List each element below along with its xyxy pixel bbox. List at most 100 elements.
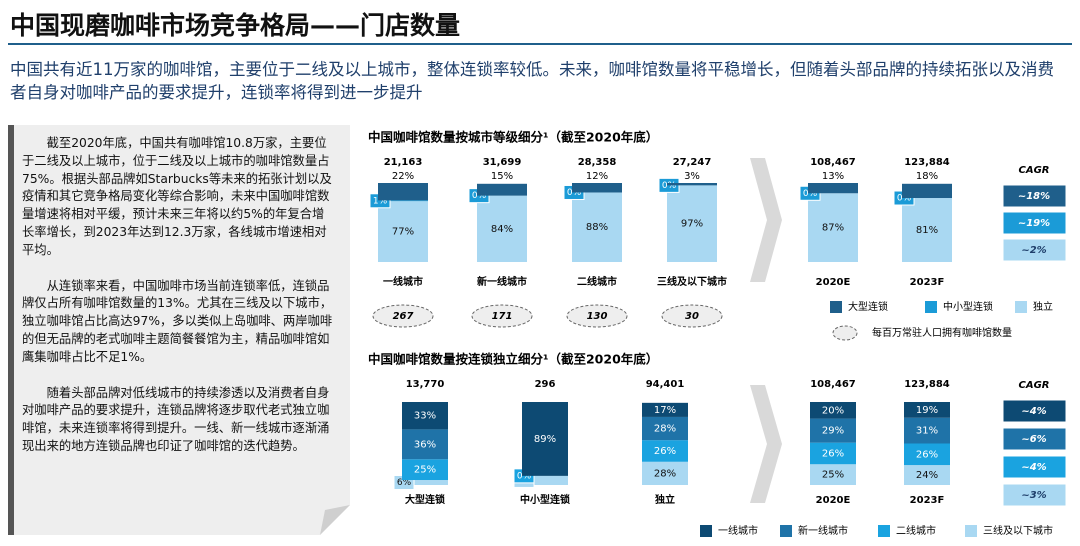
data-label: 6% xyxy=(397,478,412,488)
cagr-box xyxy=(1002,184,1067,208)
legend-swatch xyxy=(700,525,712,537)
data-label: 97% xyxy=(681,219,703,230)
data-label: 87% xyxy=(822,223,844,234)
bar-segment xyxy=(904,443,950,466)
cagr-label: ~19% xyxy=(1018,218,1050,229)
bar-segment xyxy=(904,402,950,418)
chart-title: 中国咖啡馆数量按连锁独立细分¹（截至2020年底） xyxy=(368,352,658,367)
data-label: 28% xyxy=(654,424,676,435)
x-tick-label: 2020E xyxy=(816,495,851,506)
bar-segment xyxy=(904,465,950,485)
x-tick-label: 二线城市 xyxy=(577,275,617,288)
bar-segment xyxy=(808,193,858,262)
total-label: 296 xyxy=(535,379,556,390)
bar-segment xyxy=(522,402,568,476)
density-oval xyxy=(372,304,434,328)
bar-segment xyxy=(902,183,952,199)
data-label: 15% xyxy=(491,171,513,182)
legend-swatch xyxy=(830,301,842,313)
cagr-box xyxy=(1002,455,1067,479)
bar-segment xyxy=(402,480,448,485)
data-label: 88% xyxy=(586,222,608,233)
data-label: 1% xyxy=(373,196,388,206)
legend-label: 二线城市 xyxy=(896,524,936,537)
x-tick-label: 三线及以下城市 xyxy=(657,275,727,288)
total-label: 27,247 xyxy=(673,157,712,168)
bar-segment xyxy=(642,402,688,417)
data-label: 0% xyxy=(517,471,532,481)
density-oval xyxy=(471,304,533,328)
bar-segment xyxy=(378,200,428,202)
cagr-label: ~3% xyxy=(1021,490,1046,501)
cagr-box xyxy=(1002,399,1067,423)
legend-label: 大型连锁 xyxy=(848,300,888,313)
data-label: 17% xyxy=(654,405,676,416)
data-label: 0% xyxy=(897,194,912,204)
x-tick-label: 独立 xyxy=(655,493,675,506)
bar-segment xyxy=(808,183,858,194)
bar-segment xyxy=(402,429,448,460)
total-label: 108,467 xyxy=(810,157,856,168)
data-label: 29% xyxy=(822,426,844,437)
data-label: 26% xyxy=(654,446,676,457)
bar-segment xyxy=(572,192,622,262)
chevron xyxy=(750,158,782,282)
chart-title: 中国咖啡馆数量按城市等级细分¹（截至2020年底） xyxy=(368,130,658,145)
x-tick-label: 大型连锁 xyxy=(405,493,445,506)
bar-segment xyxy=(477,195,527,262)
cagr-label: ~2% xyxy=(1021,245,1046,256)
legend-label: 独立 xyxy=(1033,300,1053,313)
data-label: 0% xyxy=(567,188,582,198)
text-panel: 截至2020年底，中国共有咖啡馆10.8万家，主要位于二线及以上城市，位于二线及… xyxy=(22,135,336,474)
x-tick-label: 一线城市 xyxy=(383,275,423,288)
data-label: 33% xyxy=(414,411,436,422)
total-label: 94,401 xyxy=(646,379,685,390)
cagr-box xyxy=(1002,427,1067,451)
data-label: 24% xyxy=(916,470,938,481)
density-value: 267 xyxy=(393,311,414,322)
bar-segment xyxy=(642,461,688,485)
x-tick-label: 2023F xyxy=(910,277,945,288)
cagr-title: CAGR xyxy=(1019,165,1050,176)
legend-swatch xyxy=(1015,301,1027,313)
chevron xyxy=(750,385,782,503)
bar-segment xyxy=(667,183,717,186)
subtitle: 中国共有近11万家的咖啡馆，主要位于二线及以上城市，整体连锁率较低。未来，咖啡馆… xyxy=(10,60,1054,102)
title: 中国现磨咖啡市场竞争格局——门店数量 xyxy=(10,11,461,40)
legend-swatch xyxy=(878,525,890,537)
legend-swatch xyxy=(965,525,977,537)
density-oval xyxy=(566,304,628,328)
total-label: 28,358 xyxy=(578,157,617,168)
data-label: 26% xyxy=(916,449,938,460)
data-label: 0% xyxy=(662,181,677,191)
total-label: 31,699 xyxy=(483,157,522,168)
panel-fold xyxy=(320,505,350,535)
legend-label: 三线及以下城市 xyxy=(983,524,1053,537)
cagr-box xyxy=(1002,211,1067,235)
bar-segment xyxy=(810,442,856,465)
data-label: 0% xyxy=(472,191,487,201)
data-label: 18% xyxy=(916,171,938,182)
cagr-label: ~18% xyxy=(1018,191,1050,202)
data-label: 0% xyxy=(803,189,818,199)
data-label: 89% xyxy=(534,434,556,445)
bar-segment xyxy=(522,475,568,485)
data-label: 25% xyxy=(414,465,436,476)
density-oval xyxy=(661,304,723,328)
legend-swatch xyxy=(780,525,792,537)
total-label: 123,884 xyxy=(904,157,950,168)
bar-segment xyxy=(378,201,428,262)
total-label: 21,163 xyxy=(384,157,423,168)
data-label: 28% xyxy=(654,468,676,479)
data-label: 26% xyxy=(822,448,844,459)
data-label: 19% xyxy=(916,405,938,416)
panel-bar xyxy=(8,125,14,535)
bar-segment xyxy=(642,440,688,462)
panel-bg xyxy=(8,125,350,535)
data-label: 20% xyxy=(822,405,844,416)
x-tick-label: 2023F xyxy=(910,495,945,506)
x-tick-label: 中小型连锁 xyxy=(520,493,570,506)
cagr-title: CAGR xyxy=(1019,380,1050,391)
